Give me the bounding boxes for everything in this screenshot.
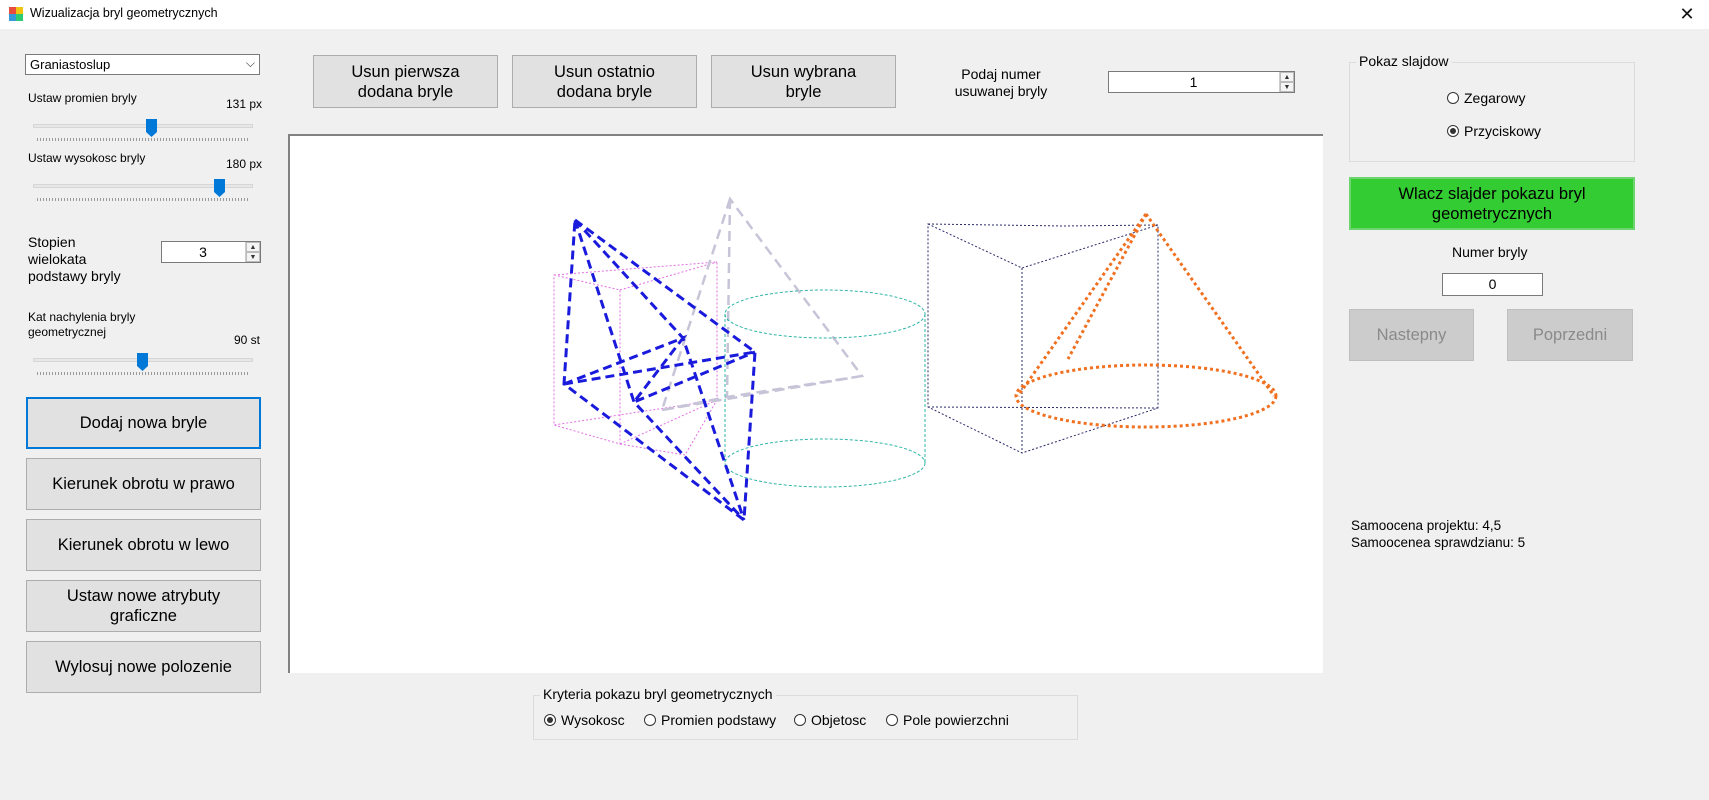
radius-slider-thumb[interactable] <box>146 119 157 137</box>
drawing-canvas[interactable] <box>288 134 1323 673</box>
criteria-group-title: Kryteria pokazu bryl geometrycznych <box>540 686 776 702</box>
radio-volume-label: Objetosc <box>811 712 867 728</box>
polygon-degree-stepper[interactable]: 3 ▲ ▼ <box>161 241 261 263</box>
slideshow-group-title: Pokaz slajdow <box>1356 53 1452 69</box>
random-position-button[interactable]: Wylosuj nowe polozenie <box>26 641 261 693</box>
remove-selected-button[interactable]: Usun wybrana bryle <box>711 55 896 108</box>
slideshow-group: Pokaz slajdow Zegarowy Przyciskowy <box>1349 53 1635 162</box>
slideshow-toggle-button[interactable]: Wlacz slajder pokazu bryl geometrycznych <box>1349 177 1635 230</box>
previous-button[interactable]: Poprzedni <box>1507 309 1633 361</box>
shape-type-value: Graniastoslup <box>30 57 111 72</box>
stepper-up-icon[interactable]: ▲ <box>246 242 260 252</box>
radio-volume[interactable]: Objetosc <box>794 712 866 728</box>
stepper-up-icon[interactable]: ▲ <box>1280 72 1294 82</box>
tilt-label: Kat nachylenia bryly geometrycznej <box>28 310 136 339</box>
shape-number-label: Numer bryly <box>1452 244 1528 260</box>
title-bar: Wizualizacja bryl geometrycznych ✕ <box>0 0 1709 29</box>
chevron-down-icon[interactable]: ⌵ <box>245 56 255 70</box>
stepper-down-icon[interactable]: ▼ <box>1280 82 1294 92</box>
window-title: Wizualizacja bryl geometrycznych <box>30 6 218 20</box>
height-slider-thumb[interactable] <box>214 179 225 197</box>
remove-last-button[interactable]: Usun ostatnio dodana bryle <box>512 55 697 108</box>
radius-value: 131 px <box>226 97 263 111</box>
radio-surface-circle[interactable] <box>886 714 898 726</box>
tilt-slider-ticks <box>37 372 249 375</box>
radio-radius-circle[interactable] <box>644 714 656 726</box>
rotate-left-button[interactable]: Kierunek obrotu w lewo <box>26 519 261 571</box>
height-label: Ustaw wysokosc bryly <box>28 151 146 165</box>
radio-timer-circle[interactable] <box>1447 92 1459 104</box>
radio-volume-circle[interactable] <box>794 714 806 726</box>
magenta-prism <box>553 261 718 456</box>
app-icon <box>9 7 23 21</box>
next-button[interactable]: Nastepny <box>1349 309 1474 361</box>
orange-cone <box>1014 213 1278 429</box>
stepper-down-icon[interactable]: ▼ <box>246 252 260 262</box>
remove-number-value: 1 <box>1189 74 1198 90</box>
test-self-assessment: Samoocenea sprawdzianu: 5 <box>1351 535 1526 550</box>
radius-label: Ustaw promien bryly <box>28 91 137 105</box>
height-value: 180 px <box>226 157 263 171</box>
shapes-drawing <box>553 196 1278 523</box>
radio-timer-label: Zegarowy <box>1464 90 1526 106</box>
criteria-group: Kryteria pokazu bryl geometrycznych Wyso… <box>533 686 1078 740</box>
radio-surface[interactable]: Pole powierzchni <box>886 712 1009 728</box>
remove-first-button[interactable]: Usun pierwsza dodana bryle <box>313 55 498 108</box>
radio-height-label: Wysokosc <box>561 712 625 728</box>
tilt-value: 90 st <box>234 333 261 347</box>
add-shape-button[interactable]: Dodaj nowa bryle <box>26 397 261 449</box>
radio-height-circle[interactable] <box>544 714 556 726</box>
radius-slider-track[interactable] <box>33 124 253 128</box>
remove-number-stepper[interactable]: 1 ▲ ▼ <box>1108 71 1295 93</box>
close-icon[interactable]: ✕ <box>1679 4 1695 24</box>
remove-number-label: Podaj numer usuwanej bryly <box>954 66 1048 99</box>
radio-button-mode-circle[interactable] <box>1447 125 1459 137</box>
project-self-assessment: Samoocena projektu: 4,5 <box>1351 518 1502 533</box>
radio-height[interactable]: Wysokosc <box>544 712 625 728</box>
radio-button-mode[interactable]: Przyciskowy <box>1447 123 1541 139</box>
set-attributes-button[interactable]: Ustaw nowe atrybuty graficzne <box>26 580 261 632</box>
navy-prism <box>927 223 1159 454</box>
height-slider-ticks <box>37 198 249 201</box>
radius-slider-ticks <box>37 138 249 141</box>
radio-timer[interactable]: Zegarowy <box>1447 90 1525 106</box>
rotate-right-button[interactable]: Kierunek obrotu w prawo <box>26 458 261 510</box>
radio-radius-label: Promien podstawy <box>661 712 777 728</box>
height-slider-track[interactable] <box>33 184 253 188</box>
tilt-slider-thumb[interactable] <box>137 353 148 371</box>
polygon-degree-label: Stopien wielokata podstawy bryly <box>28 234 121 284</box>
shape-number-field[interactable]: 0 <box>1442 273 1543 296</box>
polygon-degree-value: 3 <box>199 244 207 260</box>
teal-cylinder <box>724 289 926 488</box>
blue-pyramid <box>562 217 757 523</box>
radio-button-mode-label: Przyciskowy <box>1464 123 1542 139</box>
radio-radius[interactable]: Promien podstawy <box>644 712 776 728</box>
shape-type-select[interactable]: Graniastoslup ⌵ <box>25 54 260 75</box>
radio-surface-label: Pole powierzchni <box>903 712 1009 728</box>
